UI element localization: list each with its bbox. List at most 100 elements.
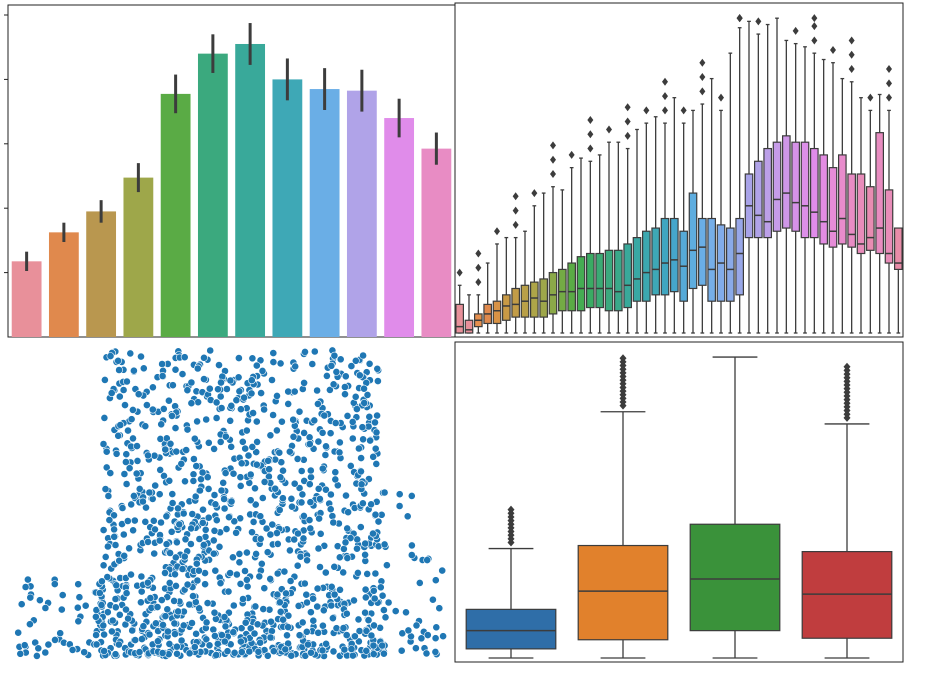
scatter-point-366	[298, 618, 307, 627]
scatter-point-1126	[351, 392, 360, 401]
scatter-point-1195	[310, 416, 319, 425]
scatter-point-466	[305, 440, 314, 448]
scatter-point-1366	[248, 442, 257, 451]
scatter-point-493	[221, 622, 230, 631]
scatter-panel	[14, 346, 447, 660]
scatter-point-758	[268, 376, 276, 384]
scatter-point-929	[321, 451, 330, 459]
flier-0-9	[507, 505, 515, 514]
scatter-point-1263	[122, 589, 131, 598]
scatter-point-875	[183, 425, 192, 434]
scatter-point-620	[236, 405, 245, 414]
scatter-point-1137	[236, 637, 245, 646]
scatter-point-1258	[379, 649, 388, 658]
scatter-point-278	[129, 434, 137, 443]
scatter-point-489	[163, 605, 172, 614]
scatter-point-241	[149, 516, 158, 525]
scatter-point-47	[266, 431, 275, 440]
scatter-point-1368	[164, 396, 173, 405]
scatter-point-1397	[369, 641, 378, 650]
scatter-point-1231	[348, 417, 357, 426]
scatter-point-1327	[264, 456, 272, 465]
scatter-point-1393	[132, 469, 141, 478]
scatter-point-52	[269, 411, 277, 419]
scatter-point-1329	[95, 589, 104, 597]
box-37	[800, 141, 810, 239]
scatter-point-1372	[364, 616, 373, 625]
scatter-point-449	[192, 629, 200, 638]
scatter-point-729	[181, 535, 190, 544]
scatter-point-141	[335, 438, 344, 447]
scatter-point-1348	[341, 372, 350, 381]
scatter-point-681	[111, 595, 120, 603]
scatter-point-897	[314, 628, 323, 637]
bar-8	[272, 79, 303, 338]
scatter-point-844	[234, 354, 243, 362]
scatter-point-1114	[299, 512, 308, 520]
scatter-point-710	[100, 413, 109, 422]
scatter-point-1387	[153, 603, 162, 611]
scatter-point-654	[14, 628, 23, 637]
scatter-point-215	[227, 442, 236, 451]
scatter-point-757	[350, 632, 359, 641]
scatter-point-1178	[226, 376, 235, 385]
scatter-point-1148	[171, 570, 179, 579]
scatter-point-1317	[367, 500, 375, 509]
scatter-point-845	[203, 599, 212, 607]
scatter-point-1210	[221, 469, 230, 477]
flier-46-2	[886, 65, 892, 74]
scatter-point-1190	[134, 390, 143, 399]
scatter-point-1121	[252, 361, 261, 370]
scatter-point-1381	[407, 491, 416, 500]
box-41	[837, 154, 847, 245]
scatter-point-1138	[246, 470, 255, 479]
scatter-point-558	[185, 600, 194, 609]
scatter-point-1343	[166, 549, 174, 557]
scatter-point-1098	[120, 551, 129, 560]
scatter-point-1048	[214, 385, 222, 394]
scatter-point-961	[252, 448, 261, 456]
scatter-point-865	[359, 435, 367, 444]
scatter-point-1249	[135, 648, 144, 656]
scatter-point-432	[115, 610, 124, 619]
flier-2-1	[475, 263, 482, 272]
scatter-point-649	[256, 356, 265, 365]
box-14	[585, 252, 595, 309]
scatter-point-791	[302, 590, 311, 599]
scatter-point-1022	[273, 590, 282, 599]
scatter-point-199	[348, 434, 357, 443]
scatter-point-1067	[21, 583, 30, 591]
scatter-point-1076	[34, 644, 43, 653]
scatter-point-989	[229, 469, 238, 478]
scatter-point-753	[124, 614, 133, 623]
scatter-point-1159	[320, 411, 329, 420]
scatter-point-1398	[306, 524, 315, 533]
scatter-point-1389	[378, 641, 387, 650]
scatter-point-980	[360, 398, 369, 407]
scatter-point-1309	[56, 629, 65, 638]
scatter-point-1179	[174, 504, 182, 513]
scatter-point-1331	[230, 517, 239, 526]
scatter-point-1332	[384, 598, 393, 607]
scatter-point-1354	[391, 607, 400, 615]
scatter-point-1171	[106, 352, 115, 360]
scatter-point-737	[431, 576, 440, 585]
scatter-point-1055	[212, 398, 221, 407]
scatter-point-1035	[438, 566, 447, 575]
scatter-point-1150	[212, 651, 221, 659]
scatter-point-693	[102, 463, 111, 472]
scatter-point-1297	[236, 580, 245, 588]
scatter-point-974	[171, 630, 179, 638]
scatter-point-1357	[123, 377, 131, 386]
flier-14-0	[587, 144, 594, 153]
scatter-point-582	[122, 458, 130, 466]
scatter-point-519	[411, 644, 420, 653]
scatter-point-1282	[129, 366, 138, 375]
box-22	[660, 217, 670, 296]
box-0	[455, 303, 464, 334]
flier-26-2	[699, 58, 706, 67]
scatter-point-1083	[269, 647, 278, 656]
scatter-point-1017	[336, 585, 344, 594]
scatter-point-1347	[431, 648, 440, 656]
flier-4-0	[494, 227, 500, 236]
